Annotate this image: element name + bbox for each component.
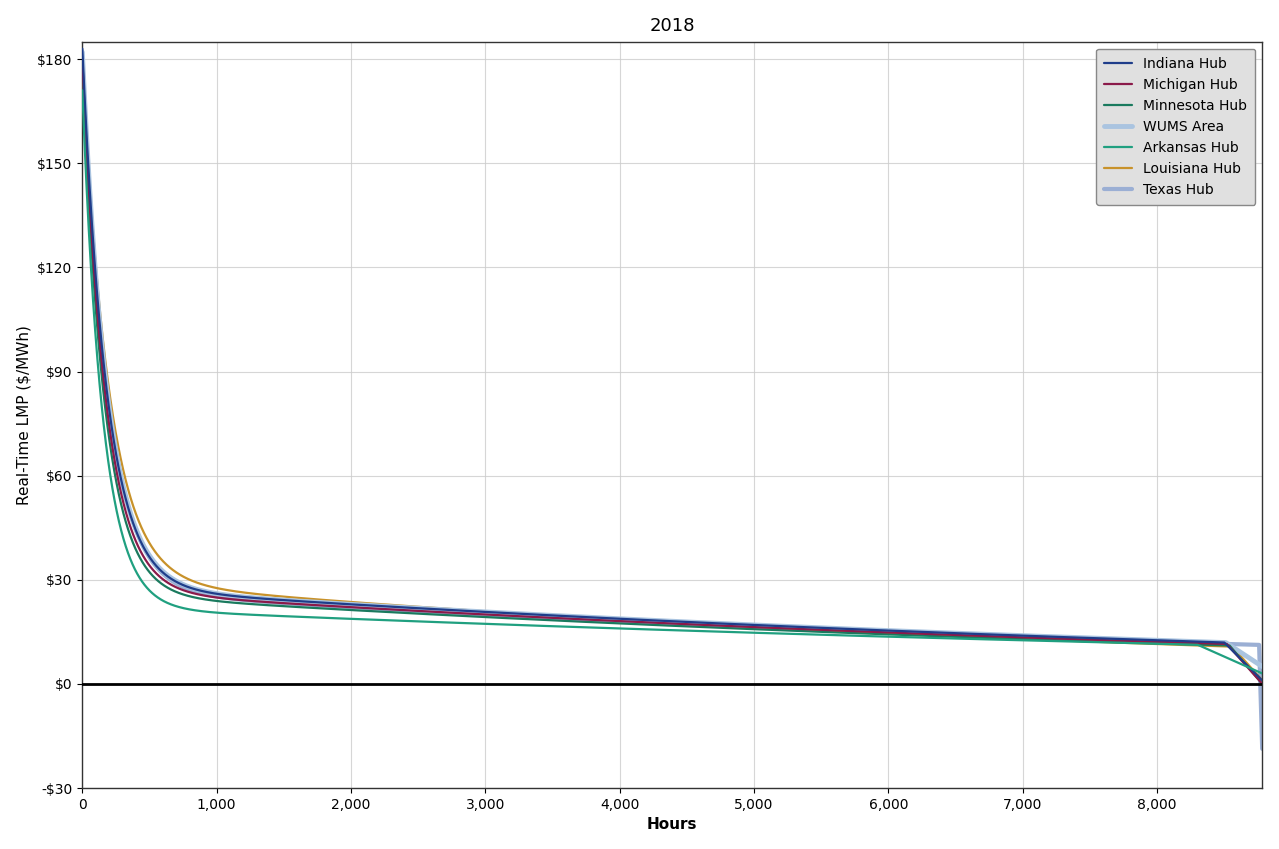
Texas Hub xyxy=(1161,637,1177,647)
Line: Arkansas Hub: Arkansas Hub xyxy=(82,90,1262,673)
Legend: Indiana Hub, Michigan Hub, Minnesota Hub, WUMS Area, Arkansas Hub, Louisiana Hub: Indiana Hub, Michigan Hub, Minnesota Hub… xyxy=(1096,48,1256,205)
Arkansas Hub xyxy=(494,620,509,630)
WUMS Area xyxy=(267,594,283,604)
Louisiana Hub xyxy=(494,607,509,617)
Arkansas Hub xyxy=(1113,638,1128,648)
Texas Hub xyxy=(1113,636,1128,646)
Indiana Hub xyxy=(1113,634,1128,644)
Louisiana Hub xyxy=(870,627,885,638)
Minnesota Hub xyxy=(267,600,283,610)
Indiana Hub xyxy=(1255,675,1270,685)
Louisiana Hub xyxy=(74,54,90,65)
Texas Hub xyxy=(870,627,885,638)
Michigan Hub xyxy=(74,54,90,65)
X-axis label: Hours: Hours xyxy=(647,818,697,832)
Arkansas Hub xyxy=(678,626,693,636)
Line: Minnesota Hub: Minnesota Hub xyxy=(82,73,1262,683)
WUMS Area xyxy=(870,625,885,635)
Michigan Hub xyxy=(494,610,509,621)
Michigan Hub xyxy=(1113,636,1128,646)
Texas Hub xyxy=(74,58,90,68)
Indiana Hub xyxy=(494,608,509,618)
Indiana Hub xyxy=(1161,636,1177,646)
Minnesota Hub xyxy=(494,613,509,623)
Minnesota Hub xyxy=(1255,678,1270,689)
Louisiana Hub xyxy=(1161,639,1177,649)
WUMS Area xyxy=(1161,636,1177,646)
Indiana Hub xyxy=(678,616,693,627)
Louisiana Hub xyxy=(267,591,283,601)
Minnesota Hub xyxy=(678,621,693,632)
Y-axis label: Real-Time LMP ($/MWh): Real-Time LMP ($/MWh) xyxy=(17,325,32,505)
Louisiana Hub xyxy=(678,618,693,628)
Minnesota Hub xyxy=(74,68,90,78)
Line: WUMS Area: WUMS Area xyxy=(82,52,1262,666)
Minnesota Hub xyxy=(870,629,885,639)
WUMS Area xyxy=(74,47,90,57)
Texas Hub xyxy=(678,619,693,629)
Title: 2018: 2018 xyxy=(650,17,694,35)
Michigan Hub xyxy=(267,598,283,608)
Indiana Hub xyxy=(74,43,90,53)
Texas Hub xyxy=(494,610,509,621)
Arkansas Hub xyxy=(74,85,90,95)
Louisiana Hub xyxy=(1255,675,1270,685)
WUMS Area xyxy=(678,616,693,627)
Michigan Hub xyxy=(678,619,693,629)
WUMS Area xyxy=(494,608,509,618)
Michigan Hub xyxy=(870,627,885,638)
WUMS Area xyxy=(1255,661,1270,672)
Arkansas Hub xyxy=(870,632,885,642)
Line: Indiana Hub: Indiana Hub xyxy=(82,48,1262,680)
Line: Texas Hub: Texas Hub xyxy=(82,63,1262,749)
Minnesota Hub xyxy=(1161,638,1177,649)
Arkansas Hub xyxy=(1255,668,1270,678)
Arkansas Hub xyxy=(1161,638,1177,649)
Texas Hub xyxy=(267,598,283,608)
Texas Hub xyxy=(1255,744,1270,754)
Line: Louisiana Hub: Louisiana Hub xyxy=(82,59,1262,680)
Indiana Hub xyxy=(870,625,885,635)
Indiana Hub xyxy=(267,594,283,604)
Michigan Hub xyxy=(1161,637,1177,647)
Michigan Hub xyxy=(1255,678,1270,689)
Line: Michigan Hub: Michigan Hub xyxy=(82,59,1262,683)
Louisiana Hub xyxy=(1113,638,1128,648)
Minnesota Hub xyxy=(1113,637,1128,647)
WUMS Area xyxy=(1113,634,1128,644)
Arkansas Hub xyxy=(267,610,283,621)
